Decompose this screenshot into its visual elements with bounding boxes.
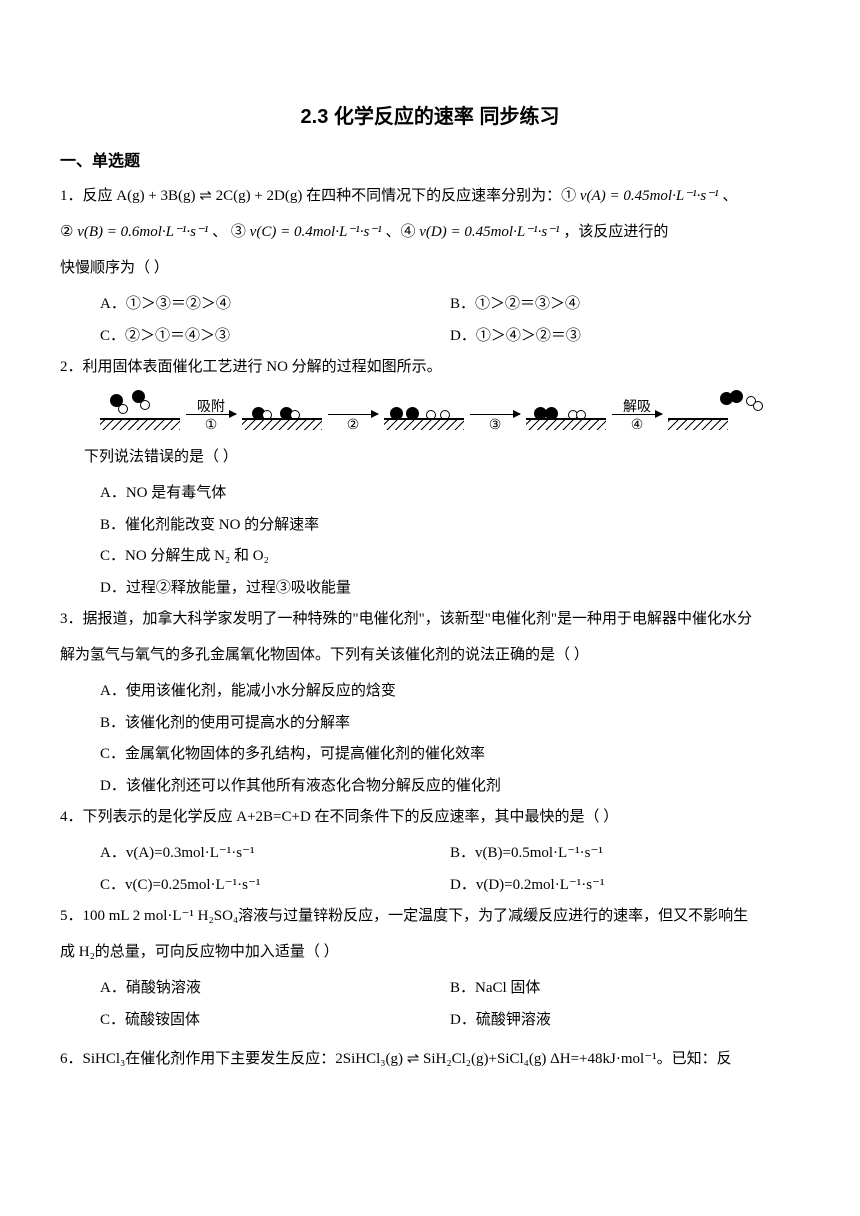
q4-stem: 4．下列表示的是化学反应 A+2B=C+D 在不同条件下的反应速率，其中最快的是… [60, 802, 800, 832]
arrow1-top: 吸附 [197, 396, 225, 412]
diagram-stage1 [100, 400, 180, 430]
q5-optD: D．硫酸钾溶液 [450, 1005, 800, 1037]
q3-stem2: 解为氢气与氧气的多孔金属氧化物固体。下列有关该催化剂的说法正确的是（ ） [60, 640, 800, 670]
q2-optD: D．过程②释放能量，过程③吸收能量 [100, 573, 800, 605]
q1-line2: ② v(B) = 0.6mol·L⁻¹·s⁻¹ 、 ③ v(C) = 0.4mo… [60, 217, 800, 247]
arrow4-bot: ④ [631, 417, 644, 434]
q5-optA: A．硝酸钠溶液 [100, 973, 450, 1005]
arrow4-top: 解吸 [623, 396, 651, 412]
q4-optC: C．v(C)=0.25mol·L⁻¹·s⁻¹ [100, 870, 450, 902]
diagram-stage5 [668, 400, 758, 430]
arrow-1: 吸附 ① [186, 396, 236, 434]
page-title: 2.3 化学反应的速率 同步练习 [60, 100, 800, 129]
arrow-4: 解吸 ④ [612, 396, 662, 434]
diagram-stage3 [384, 400, 464, 430]
q1-v2: v(B) = 0.6mol·L⁻¹·s⁻¹ [77, 224, 208, 240]
q2-optA: A．NO 是有毒气体 [100, 478, 800, 510]
q5-stem2: 成 H₂的总量，可向反应物中加入适量（ ） [60, 937, 800, 967]
q1-optD: D．①＞④＞②＝③ [450, 321, 800, 353]
arrow2-bot: ② [347, 417, 360, 434]
q2-optB: B．催化剂能改变 NO 的分解速率 [100, 510, 800, 542]
q1-text1b: 、 [719, 188, 738, 204]
q6-stem: 6．SiHCl₃在催化剂作用下主要发生反应：2SiHCl₃(g) ⇌ SiH₂C… [60, 1044, 800, 1074]
q1-v1: v(A) = 0.45mol·L⁻¹·s⁻¹ [580, 188, 719, 204]
q1-optB: B．①＞②＝③＞④ [450, 289, 800, 321]
diagram-stage4 [526, 400, 606, 430]
arrow1-bot: ① [205, 417, 218, 434]
q1-optA: A．①＞③＝②＞④ [100, 289, 450, 321]
arrow3-bot: ③ [489, 417, 502, 434]
q2-diagram: 吸附 ① ② ③ [60, 388, 800, 442]
q3-optA: A．使用该催化剂，能减小水分解反应的焓变 [100, 676, 800, 708]
q1-stem: 1．反应 A(g) + 3B(g) ⇌ 2C(g) + 2D(g) 在四种不同情… [60, 181, 800, 211]
q5-optB: B．NaCl 固体 [450, 973, 800, 1005]
q4-optA: A．v(A)=0.3mol·L⁻¹·s⁻¹ [100, 838, 450, 870]
q1-text1: 1．反应 A(g) + 3B(g) ⇌ 2C(g) + 2D(g) 在四种不同情… [60, 188, 580, 204]
q1-options: A．①＞③＝②＞④ B．①＞②＝③＞④ C．②＞①＝④＞③ D．①＞④＞②＝③ [60, 289, 800, 352]
arrow-2: ② [328, 396, 378, 434]
q2-options: A．NO 是有毒气体 B．催化剂能改变 NO 的分解速率 C．NO 分解生成 N… [60, 478, 800, 604]
q3-optB: B．该催化剂的使用可提高水的分解率 [100, 708, 800, 740]
q2-stem: 2．利用固体表面催化工艺进行 NO 分解的过程如图所示。 [60, 352, 800, 382]
q5-options: A．硝酸钠溶液 B．NaCl 固体 C．硫酸铵固体 D．硫酸钾溶液 [60, 973, 800, 1036]
q1-v4: v(D) = 0.45mol·L⁻¹·s⁻¹ [419, 224, 559, 240]
q3-stem1: 3．据报道，加拿大科学家发明了一种特殊的"电催化剂"，该新型"电催化剂"是一种用… [60, 604, 800, 634]
q4-optD: D．v(D)=0.2mol·L⁻¹·s⁻¹ [450, 870, 800, 902]
q2-after: 下列说法错误的是（ ） [60, 442, 800, 472]
section-header: 一、单选题 [60, 147, 800, 171]
q5-optC: C．硫酸铵固体 [100, 1005, 450, 1037]
q2-optC: C．NO 分解生成 N₂ 和 O₂ [100, 541, 800, 573]
q1-l2c: 、④ [382, 224, 420, 240]
q3-optC: C．金属氧化物固体的多孔结构，可提高催化剂的催化效率 [100, 739, 800, 771]
diagram-stage2 [242, 400, 322, 430]
arrow-3: ③ [470, 396, 520, 434]
q5-stem1: 5．100 mL 2 mol·L⁻¹ H₂SO₄溶液与过量锌粉反应，一定温度下，… [60, 901, 800, 931]
q1-l2d: ，该反应进行的 [560, 224, 669, 240]
q3-optD: D．该催化剂还可以作其他所有液态化合物分解反应的催化剂 [100, 771, 800, 803]
q3-options: A．使用该催化剂，能减小水分解反应的焓变 B．该催化剂的使用可提高水的分解率 C… [60, 676, 800, 802]
q1-l2a: ② [60, 224, 77, 240]
q1-optC: C．②＞①＝④＞③ [100, 321, 450, 353]
q4-optB: B．v(B)=0.5mol·L⁻¹·s⁻¹ [450, 838, 800, 870]
q1-l2b: 、 ③ [208, 224, 249, 240]
q1-v3: v(C) = 0.4mol·L⁻¹·s⁻¹ [250, 224, 382, 240]
q1-line3: 快慢顺序为（ ） [60, 253, 800, 283]
q4-options: A．v(A)=0.3mol·L⁻¹·s⁻¹ B．v(B)=0.5mol·L⁻¹·… [60, 838, 800, 901]
